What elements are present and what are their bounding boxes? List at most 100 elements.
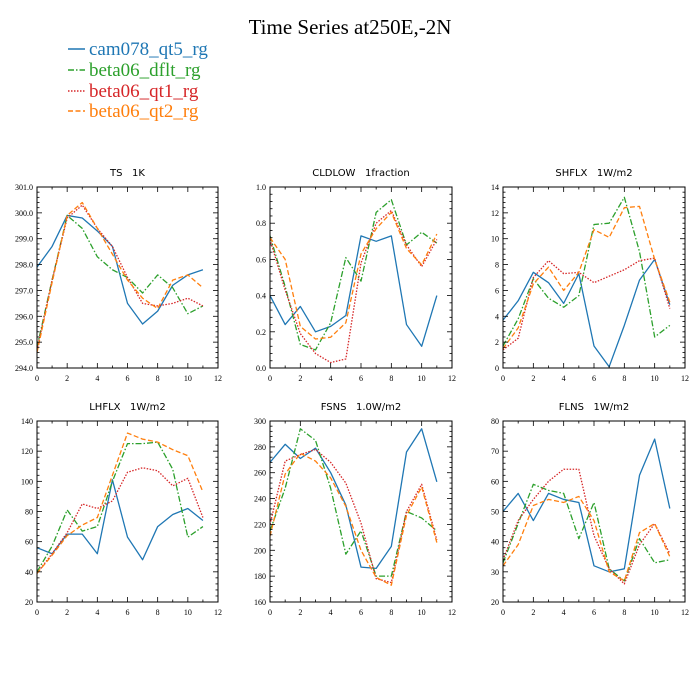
y-tick-label: 299.0 xyxy=(15,235,33,244)
panel-title: CLDLOW 1fraction xyxy=(312,168,410,179)
y-tick-label: 220 xyxy=(254,520,266,529)
x-tick-label: 0 xyxy=(35,608,39,617)
series-line xyxy=(270,452,438,586)
panel-title: FSNS 1.0W/m2 xyxy=(321,402,402,413)
series-line xyxy=(503,196,671,347)
x-tick-label: 10 xyxy=(651,608,659,617)
x-tick-label: 4 xyxy=(562,374,566,383)
x-tick-label: 2 xyxy=(531,374,535,383)
panels: TS 1K 0 2 4 6 8 10 12 294.0 295.0 296.0 297.0 298.0 2… xyxy=(15,168,689,617)
chart-panel: FSNS 1.0W/m2 0 2 4 6 8 10 12 160 180 200 220 240 260 2… xyxy=(254,402,456,617)
x-tick-label: 10 xyxy=(418,374,426,383)
legend-entry: beta06_qt2_rg xyxy=(68,101,199,122)
legend-label: cam078_qt5_rg xyxy=(89,39,208,60)
y-tick-label: 180 xyxy=(254,572,266,581)
legend-entry: cam078_qt5_rg xyxy=(68,39,208,60)
y-tick-label: 200 xyxy=(254,546,266,555)
y-tick-label: 8 xyxy=(495,261,499,270)
chart-panel: CLDLOW 1fraction 0 2 4 6 8 10 12 0.0 0.2 0.4 0.6 0.8… xyxy=(256,168,456,383)
x-tick-label: 4 xyxy=(329,374,333,383)
x-tick-label: 4 xyxy=(562,608,566,617)
panel-title: LHFLX 1W/m2 xyxy=(89,402,166,413)
y-tick-label: 20 xyxy=(491,598,499,607)
x-tick-label: 2 xyxy=(298,374,302,383)
x-tick-label: 8 xyxy=(156,374,160,383)
x-tick-label: 12 xyxy=(448,374,456,383)
x-tick-label: 6 xyxy=(592,374,596,383)
y-tick-label: 160 xyxy=(254,598,266,607)
y-tick-label: 300 xyxy=(254,417,266,426)
legend-entry: beta06_dflt_rg xyxy=(68,60,201,81)
x-tick-label: 10 xyxy=(184,374,192,383)
chart-panel: FLNS 1W/m2 0 2 4 6 8 10 12 20 30 40 50 60 70 80 xyxy=(491,402,689,617)
y-tick-label: 280 xyxy=(254,443,266,452)
series-line xyxy=(37,479,204,561)
series-line xyxy=(37,214,204,325)
y-tick-label: 60 xyxy=(491,477,499,486)
y-tick-label: 100 xyxy=(21,477,33,486)
legend-label: beta06_dflt_rg xyxy=(89,60,201,81)
x-tick-label: 12 xyxy=(448,608,456,617)
x-tick-label: 2 xyxy=(65,374,69,383)
y-tick-label: 300.0 xyxy=(15,209,33,218)
y-tick-label: 14 xyxy=(491,183,499,192)
y-tick-label: 0.6 xyxy=(256,255,266,264)
chart-panel: SHFLX 1W/m2 0 2 4 6 8 10 12 0 2 4 6 8 10 12 14 xyxy=(491,168,689,383)
x-tick-label: 8 xyxy=(389,608,393,617)
plot-frame xyxy=(269,420,453,603)
y-tick-label: 240 xyxy=(254,495,266,504)
series-line xyxy=(503,468,671,585)
y-tick-label: 0.0 xyxy=(256,364,266,373)
y-tick-label: 40 xyxy=(491,538,499,547)
y-tick-label: 2 xyxy=(495,338,499,347)
x-tick-label: 8 xyxy=(622,608,626,617)
y-tick-label: 301.0 xyxy=(15,183,33,192)
x-tick-label: 0 xyxy=(35,374,39,383)
x-tick-label: 4 xyxy=(95,374,99,383)
plot-frame xyxy=(269,186,453,369)
panel-title: TS 1K xyxy=(109,168,145,179)
y-tick-label: 70 xyxy=(491,447,499,456)
y-tick-label: 4 xyxy=(495,312,499,321)
x-tick-label: 6 xyxy=(592,608,596,617)
series-line xyxy=(37,204,204,351)
series-line xyxy=(270,235,438,347)
x-tick-label: 6 xyxy=(359,374,363,383)
series-line xyxy=(503,495,671,582)
y-tick-label: 260 xyxy=(254,469,266,478)
y-tick-label: 1.0 xyxy=(256,183,266,192)
y-tick-label: 50 xyxy=(491,508,499,517)
x-tick-label: 10 xyxy=(651,374,659,383)
x-tick-label: 8 xyxy=(622,374,626,383)
x-tick-label: 0 xyxy=(268,608,272,617)
x-tick-label: 8 xyxy=(156,608,160,617)
x-tick-label: 6 xyxy=(126,374,130,383)
y-tick-label: 12 xyxy=(491,209,499,218)
legend: cam078_qt5_rg beta06_dflt_rg beta06_qt1_… xyxy=(68,39,208,122)
legend-label: beta06_qt2_rg xyxy=(89,101,199,122)
x-tick-label: 6 xyxy=(359,608,363,617)
y-tick-label: 40 xyxy=(25,568,33,577)
series-line xyxy=(37,467,204,574)
y-tick-label: 0.8 xyxy=(256,219,266,228)
series-line xyxy=(503,257,671,351)
y-tick-label: 0.2 xyxy=(256,328,266,337)
y-tick-label: 80 xyxy=(491,417,499,426)
y-tick-label: 296.0 xyxy=(15,312,33,321)
series-line xyxy=(503,483,670,582)
legend-entry: beta06_qt1_rg xyxy=(68,81,199,102)
y-tick-label: 298.0 xyxy=(15,261,33,270)
x-tick-label: 0 xyxy=(501,374,505,383)
y-tick-label: 6 xyxy=(495,286,499,295)
chart-panel: TS 1K 0 2 4 6 8 10 12 294.0 295.0 296.0 297.0 298.0 2… xyxy=(15,168,222,383)
x-tick-label: 0 xyxy=(268,374,272,383)
y-tick-label: 0 xyxy=(495,364,499,373)
x-tick-label: 2 xyxy=(65,608,69,617)
series-line xyxy=(270,209,438,364)
plot-frame xyxy=(502,420,686,603)
series-line xyxy=(503,438,671,573)
y-tick-label: 60 xyxy=(25,538,33,547)
x-tick-label: 10 xyxy=(418,608,426,617)
x-tick-label: 12 xyxy=(214,608,222,617)
